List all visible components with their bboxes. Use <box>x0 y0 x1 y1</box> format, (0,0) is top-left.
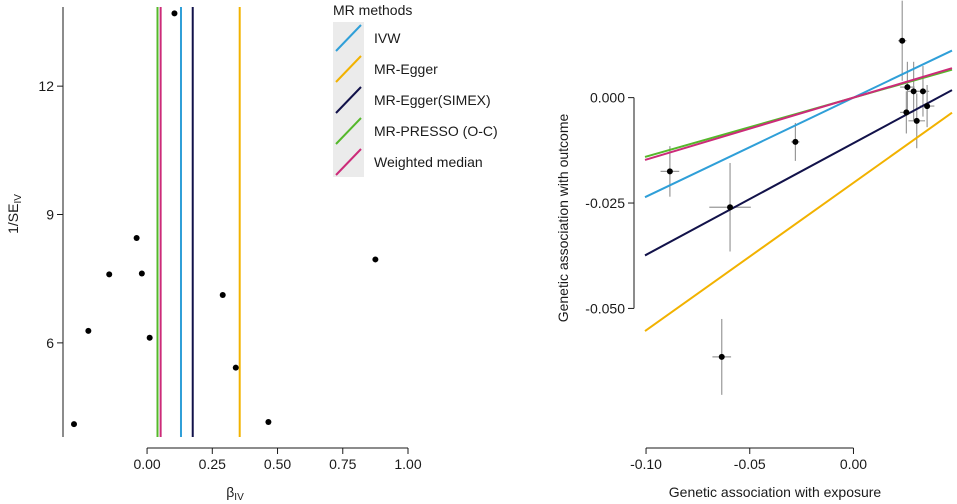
legend-label-weighted-median: Weighted median <box>374 154 483 170</box>
funnel-point <box>372 256 379 263</box>
funnel-points <box>71 10 379 428</box>
funnel-point <box>85 327 92 334</box>
mr-y-tick-label: 0.000 <box>590 90 625 106</box>
funnel-x-tick-label: 0.50 <box>264 456 291 472</box>
legend: MR methods IVW MR-Egger MR-Egger(SIMEX) MR-… <box>333 2 498 177</box>
mr-fit-line-ivw <box>644 49 953 199</box>
mr-point <box>919 88 926 95</box>
mr-x-tick-label: -0.10 <box>630 456 662 472</box>
mr-x-tick-label: 0.00 <box>840 456 867 472</box>
funnel-point <box>133 235 140 242</box>
mr-point <box>903 109 910 116</box>
funnel-point <box>232 364 239 371</box>
funnel-y-axis-title-sub: IV <box>13 194 24 204</box>
legend-items: IVW MR-Egger MR-Egger(SIMEX) MR-PRESSO (O-C… <box>335 24 498 176</box>
mr-fit-line-mr-egger-simex <box>644 89 953 257</box>
mr-point <box>924 103 931 110</box>
funnel-method-lines <box>156 7 241 437</box>
mr-scatter-fit-lines <box>644 49 953 332</box>
mr-point <box>792 138 799 145</box>
mr-x-axis-title: Genetic association with exposure <box>669 484 882 500</box>
legend-label-ivw: IVW <box>374 30 401 46</box>
mr-scatter-panel: -0.10 -0.05 0.00 -0.050 -0.025 0.000 Genetic … <box>555 0 953 500</box>
mr-point <box>718 353 725 360</box>
mr-point <box>666 168 673 175</box>
legend-key-mr-egger-simex <box>335 86 362 114</box>
funnel-point <box>171 10 178 17</box>
legend-label-mr-egger: MR-Egger <box>374 61 438 77</box>
legend-key-mr-egger <box>335 55 362 83</box>
mr-point <box>899 37 906 44</box>
legend-label-mr-presso-o-c: MR-PRESSO (O-C) <box>374 123 498 139</box>
funnel-point <box>265 419 272 426</box>
mr-point <box>727 204 734 211</box>
mr-y-axis-title: Genetic association with outcome <box>555 114 571 323</box>
mr-point <box>910 88 917 95</box>
mr-y-tick-label: -0.025 <box>585 195 625 211</box>
funnel-y-tick-label: 9 <box>46 207 54 223</box>
legend-key-ivw <box>335 24 362 52</box>
funnel-x-axis-title: βIV <box>226 484 244 503</box>
funnel-point <box>146 334 153 341</box>
funnel-x-tick-label: 0.25 <box>199 456 226 472</box>
mr-point <box>904 84 911 91</box>
legend-key-mr-presso-o-c <box>335 117 362 145</box>
funnel-x-axis-title-main: β <box>226 484 234 500</box>
funnel-x-tick-label: 1.00 <box>394 456 421 472</box>
mr-point <box>913 117 920 124</box>
funnel-y-tick-label: 6 <box>46 335 54 351</box>
funnel-ticks: 0.00 0.25 0.50 0.75 1.00 6 9 12 <box>38 78 421 472</box>
legend-label-mr-egger-simex: MR-Egger(SIMEX) <box>374 92 491 108</box>
mr-scatter-points <box>666 37 931 360</box>
funnel-x-tick-label: 0.75 <box>329 456 356 472</box>
mr-y-tick-label: -0.050 <box>585 300 625 316</box>
mr-fit-line-weighted-median <box>644 67 953 161</box>
funnel-x-axis-title-sub: IV <box>234 492 244 503</box>
funnel-point <box>219 291 226 298</box>
funnel-point <box>71 421 77 428</box>
funnel-x-tick-label: 0.00 <box>133 456 160 472</box>
funnel-y-axis-title-main: 1/SE <box>5 204 21 234</box>
mr-fit-line-mr-egger <box>644 111 953 332</box>
mr-scatter-errorbars <box>660 0 935 395</box>
funnel-point <box>106 271 113 278</box>
mr-x-tick-label: -0.05 <box>734 456 766 472</box>
mr-ticks: -0.10 -0.05 0.00 -0.050 -0.025 0.000 <box>585 90 867 472</box>
funnel-y-tick-label: 12 <box>38 78 54 94</box>
funnel-point <box>138 270 145 277</box>
funnel-y-axis-title: 1/SEIV <box>5 194 24 234</box>
legend-title: MR methods <box>333 2 412 18</box>
legend-key-weighted-median <box>335 148 362 176</box>
